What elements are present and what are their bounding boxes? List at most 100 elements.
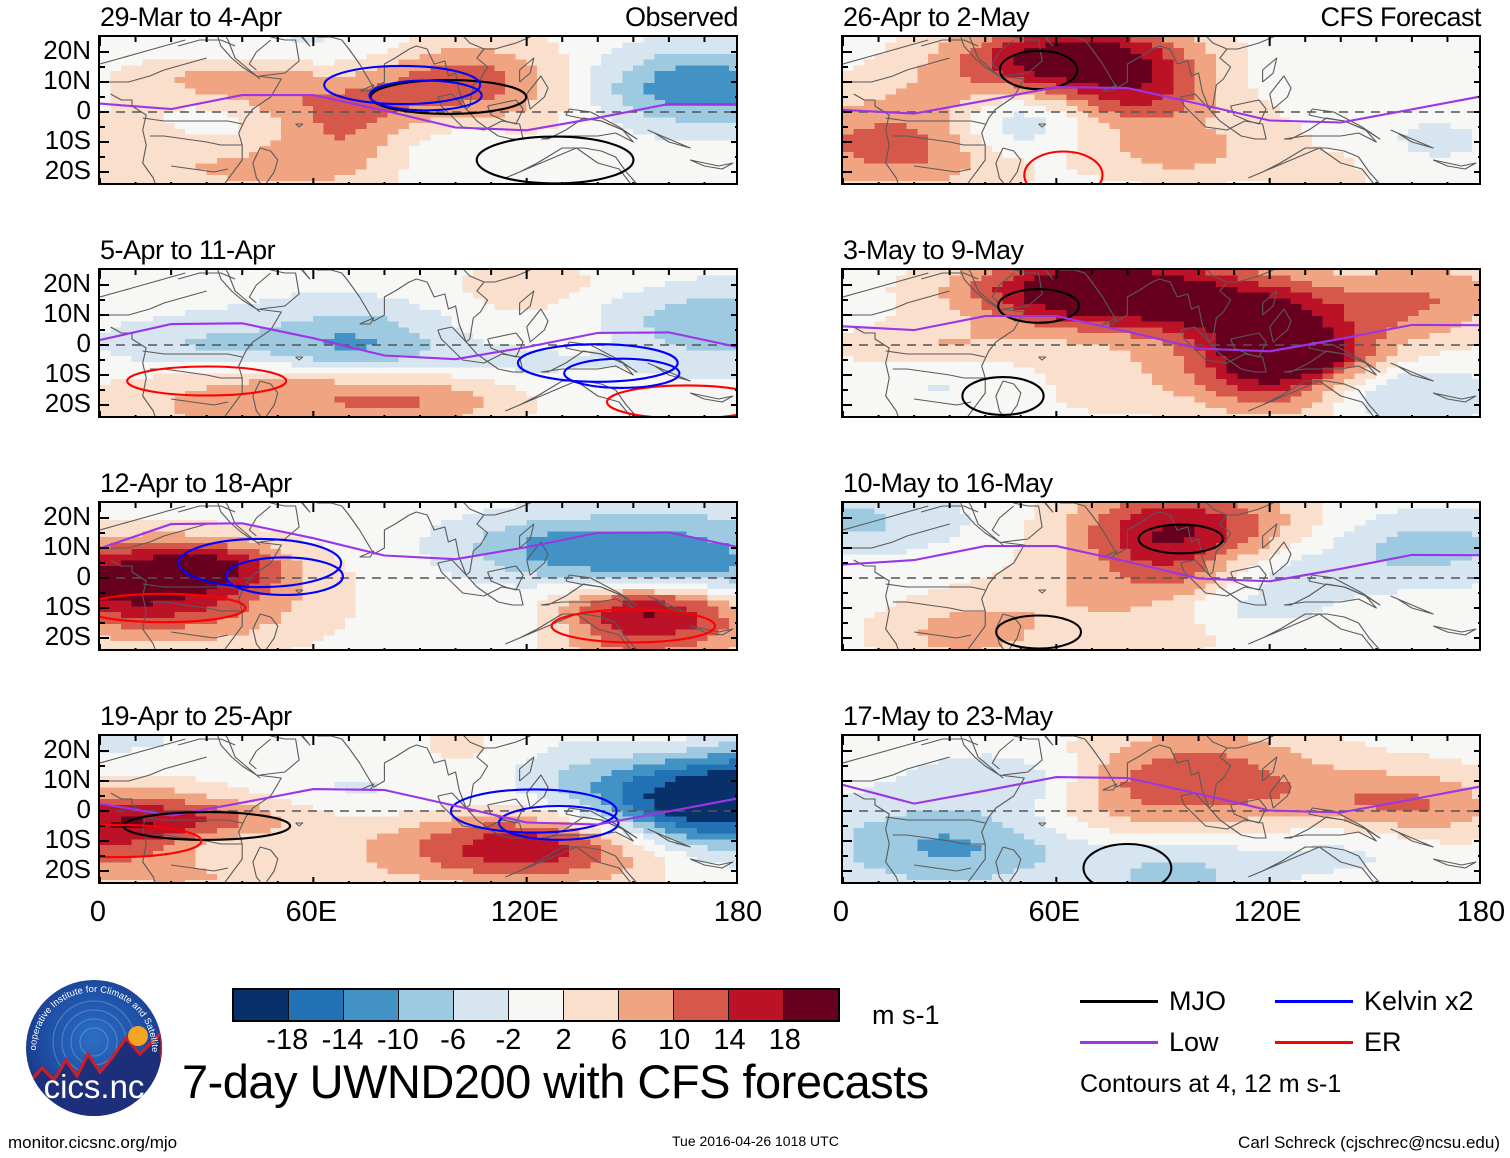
colorbar-swatch	[729, 990, 784, 1020]
map-panel: 10-May to 16-May	[841, 470, 1481, 651]
logo-mountains	[26, 1028, 162, 1116]
colorbar	[232, 988, 840, 1022]
legend-label: Low	[1169, 1027, 1219, 1057]
y-tick-label: 10N	[43, 531, 91, 561]
colorbar-units-label: m s-1	[872, 1000, 940, 1030]
x-tick-label: 180	[713, 896, 763, 928]
colorbar-tick-label: -14	[321, 1024, 364, 1056]
anomaly-map	[841, 35, 1481, 185]
legend-item: Kelvin x2	[1275, 988, 1474, 1015]
colorbar-tick-label: 14	[713, 1024, 746, 1056]
y-tick-label: 10S	[44, 125, 91, 155]
x-tick-label: 60E	[1028, 896, 1081, 928]
anomaly-map	[98, 268, 738, 418]
panel-title: 12-Apr to 18-Apr	[100, 468, 292, 498]
colorbar-tick-label: -2	[495, 1024, 522, 1056]
y-tick-label: 20S	[44, 155, 91, 185]
logo-sun	[128, 1026, 148, 1046]
anomaly-map	[98, 501, 738, 651]
x-axis-left: 0 60E 120E 180	[90, 896, 762, 932]
map-panel: 29-Mar to 4-Apr Observed 20N 10N 0 10S 20S	[43, 4, 739, 185]
y-tick-label: 0	[76, 561, 91, 591]
y-tick-label: 20S	[44, 854, 91, 884]
y-tick-label: 20N	[43, 501, 91, 531]
colorbar-tick-labels: -18 -14 -10 -6 -2 2 6 10 14 18	[232, 1026, 840, 1060]
colorbar-swatch	[509, 990, 564, 1020]
panel-title: 17-May to 23-May	[843, 701, 1053, 731]
y-tick-label: 20S	[44, 388, 91, 418]
anomaly-map	[841, 734, 1481, 884]
x-axis-right: 0 60E 120E 180	[833, 896, 1505, 932]
map-panel: 19-Apr to 25-Apr 20N 10N 0 10S 20S	[43, 703, 738, 884]
legend-line-swatch	[1275, 1000, 1353, 1003]
legend-label: ER	[1364, 1027, 1402, 1057]
y-tick-label: 10N	[43, 65, 91, 95]
x-tick-label: 60E	[285, 896, 338, 928]
legend-label: MJO	[1169, 986, 1226, 1016]
map-panel: 12-Apr to 18-Apr 20N 10N 0 10S 20S	[43, 470, 738, 651]
y-tick-label: 20S	[44, 621, 91, 651]
map-panel: 17-May to 23-May	[841, 703, 1481, 884]
x-tick-label: 0	[89, 896, 107, 928]
x-tick-label: 120E	[1233, 896, 1302, 928]
footer-url[interactable]: monitor.cicsnc.org/mjo	[8, 1133, 178, 1152]
footer-author: Carl Schreck (cjschrec@ncsu.edu)	[1238, 1133, 1500, 1152]
y-tick-label: 20N	[43, 734, 91, 764]
colorbar-swatch	[564, 990, 619, 1020]
colorbar-tick-label: 18	[768, 1024, 801, 1056]
footer-timestamp: Tue 2016-04-26 1018 UTC	[672, 1133, 839, 1149]
logo-wordmark: cics.nc	[44, 1068, 145, 1105]
y-tick-label: 10S	[44, 591, 91, 621]
y-tick-label: 10S	[44, 358, 91, 388]
colorbar-tick-label: -10	[376, 1024, 419, 1056]
panel-title: 26-Apr to 2-May	[843, 2, 1030, 32]
colorbar-swatch	[234, 990, 289, 1020]
map-panel: 26-Apr to 2-May CFS Forecast	[841, 4, 1481, 185]
y-tick-label: 0	[76, 328, 91, 358]
legend-line-swatch	[1080, 1000, 1158, 1003]
colorbar-swatch	[399, 990, 454, 1020]
panel-title: 29-Mar to 4-Apr	[100, 2, 282, 32]
colorbar-swatch	[784, 990, 838, 1020]
x-tick-label: 180	[1456, 896, 1506, 928]
colorbar-tick-label: -18	[266, 1024, 309, 1056]
main-title: 7-day UWND200 with CFS forecasts	[182, 1055, 929, 1108]
column-header: Observed	[624, 2, 739, 32]
panel-title: 5-Apr to 11-Apr	[100, 235, 276, 265]
colorbar-swatch	[454, 990, 509, 1020]
contour-legend: MJO Kelvin x2 Low ER	[1080, 988, 1500, 1056]
y-tick-label: 10S	[44, 824, 91, 854]
anomaly-map	[841, 268, 1481, 418]
colorbar-tick-label: 6	[610, 1024, 627, 1056]
x-tick-label: 0	[832, 896, 850, 928]
contour-interval-note: Contours at 4, 12 m s-1	[1080, 1070, 1342, 1098]
cicsnc-logo: Cooperative Institute for Climate and Sa…	[11, 960, 174, 1128]
colorbar-swatch	[289, 990, 344, 1020]
legend-line-swatch	[1275, 1041, 1353, 1044]
colorbar-swatch	[674, 990, 729, 1020]
legend-item: MJO	[1080, 988, 1275, 1015]
colorbar-tick-label: 2	[555, 1024, 572, 1056]
y-tick-label: 10N	[43, 764, 91, 794]
colorbar-tick-label: -6	[440, 1024, 466, 1056]
anomaly-map	[98, 734, 738, 884]
x-tick-label: 120E	[490, 896, 559, 928]
y-tick-label: 20N	[43, 268, 91, 298]
legend-line-swatch	[1080, 1041, 1158, 1044]
y-tick-label: 20N	[43, 35, 91, 65]
panel-title: 19-Apr to 25-Apr	[100, 701, 292, 731]
legend-item: ER	[1275, 1029, 1470, 1056]
column-header: CFS Forecast	[1320, 2, 1481, 32]
panel-title: 3-May to 9-May	[843, 235, 1024, 265]
colorbar-swatch	[619, 990, 674, 1020]
map-panel: 3-May to 9-May	[841, 237, 1481, 418]
colorbar-swatch	[344, 990, 399, 1020]
y-tick-label: 0	[76, 794, 91, 824]
legend-item: Low	[1080, 1029, 1275, 1056]
y-tick-label: 0	[76, 95, 91, 125]
colorbar-tick-label: 10	[658, 1024, 691, 1056]
y-tick-label: 10N	[43, 298, 91, 328]
map-panel: 5-Apr to 11-Apr 20N 10N 0 10S 20S	[43, 237, 738, 418]
legend-label: Kelvin x2	[1364, 986, 1474, 1016]
anomaly-map	[841, 501, 1481, 651]
